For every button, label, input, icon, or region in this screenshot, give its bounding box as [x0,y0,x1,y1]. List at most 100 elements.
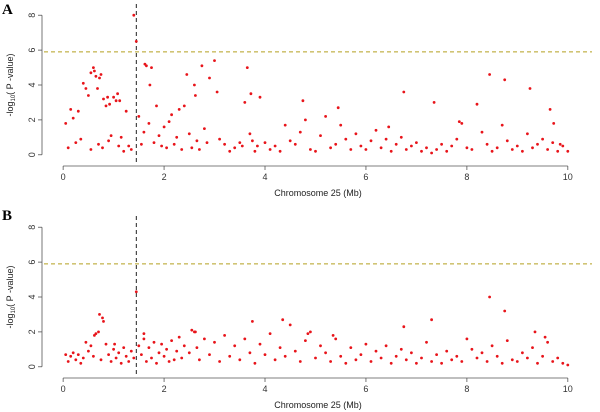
data-point [134,40,138,43]
data-point [495,354,499,358]
data-point [198,358,201,362]
data-point [245,66,249,69]
data-point [205,141,209,145]
data-point [425,340,428,344]
data-point [122,149,126,153]
data-point [162,125,166,129]
data-point [198,148,201,151]
y-tick-label: 6 [27,48,37,53]
y-tick-label: 0 [27,152,37,157]
data-point [253,149,257,153]
data-point [102,97,105,101]
data-point [66,146,70,150]
data-point [118,99,122,103]
data-point [175,349,179,353]
data-point [129,349,133,353]
data-point [410,144,413,148]
data-point [505,339,509,342]
data-point [430,360,433,363]
data-point [556,149,560,153]
data-point [93,334,96,337]
data-point [172,142,176,146]
data-point [536,361,539,365]
data-point [92,354,95,358]
data-point [69,354,73,358]
data-point [561,144,565,148]
data-point [384,137,388,141]
data-point [84,87,88,90]
data-point [263,141,267,145]
data-point [99,358,103,362]
data-point [470,347,474,351]
data-point [108,102,111,106]
data-point [561,361,565,365]
data-point [533,330,537,334]
data-point [515,360,519,363]
data-point [359,144,363,148]
data-point [404,358,408,362]
data-point [172,358,176,362]
data-point [140,142,143,146]
x-tick-label: 6 [363,384,368,394]
data-point [374,349,378,353]
data-point [79,137,83,141]
data-point [490,149,494,153]
data-point [223,142,227,146]
data-point [546,340,549,344]
data-point [177,335,181,339]
data-point [283,123,287,127]
data-point [233,344,237,348]
data-point [152,340,156,344]
data-point [165,146,169,150]
data-point [344,361,348,365]
data-point [127,144,131,148]
data-point [170,113,174,117]
data-point [113,342,116,346]
data-point [249,92,253,96]
data-point [195,346,199,349]
data-point [155,361,158,365]
data-point [344,137,348,141]
data-point [410,351,413,355]
data-point [521,149,524,153]
data-point [155,104,158,108]
data-point [521,351,524,355]
data-point [228,354,232,358]
data-point [329,360,332,363]
data-point [339,354,343,358]
data-point [566,363,570,367]
data-point [167,360,171,363]
data-point [109,360,113,363]
data-point [546,148,549,151]
data-point [526,132,529,136]
data-point [510,148,514,151]
data-point [314,356,317,360]
data-point [526,356,529,360]
data-point [354,132,358,136]
data-point [273,358,277,362]
data-point [349,148,353,151]
data-point [238,141,242,145]
data-point [240,144,244,148]
data-point [309,330,312,334]
data-point [301,99,305,103]
data-point [304,339,307,342]
data-point [195,139,199,143]
data-point [182,344,186,348]
data-point [293,349,297,353]
panel-b: B 0 2 4 6 8 0 2 4 6 8 10 Chromosome 25 (Mb) -log10( P… [2,208,592,410]
data-point [218,360,222,363]
x-tick-label: 8 [464,384,469,394]
x-tick-label: 2 [162,384,167,394]
data-point [552,122,556,125]
y-tick-label: 0 [27,364,37,369]
data-point [566,149,570,153]
data-point [281,318,285,322]
data-point [500,123,504,127]
data-point [228,149,232,153]
data-point [132,13,136,17]
data-point [359,353,363,356]
data-point [194,330,197,334]
data-point [309,148,312,151]
